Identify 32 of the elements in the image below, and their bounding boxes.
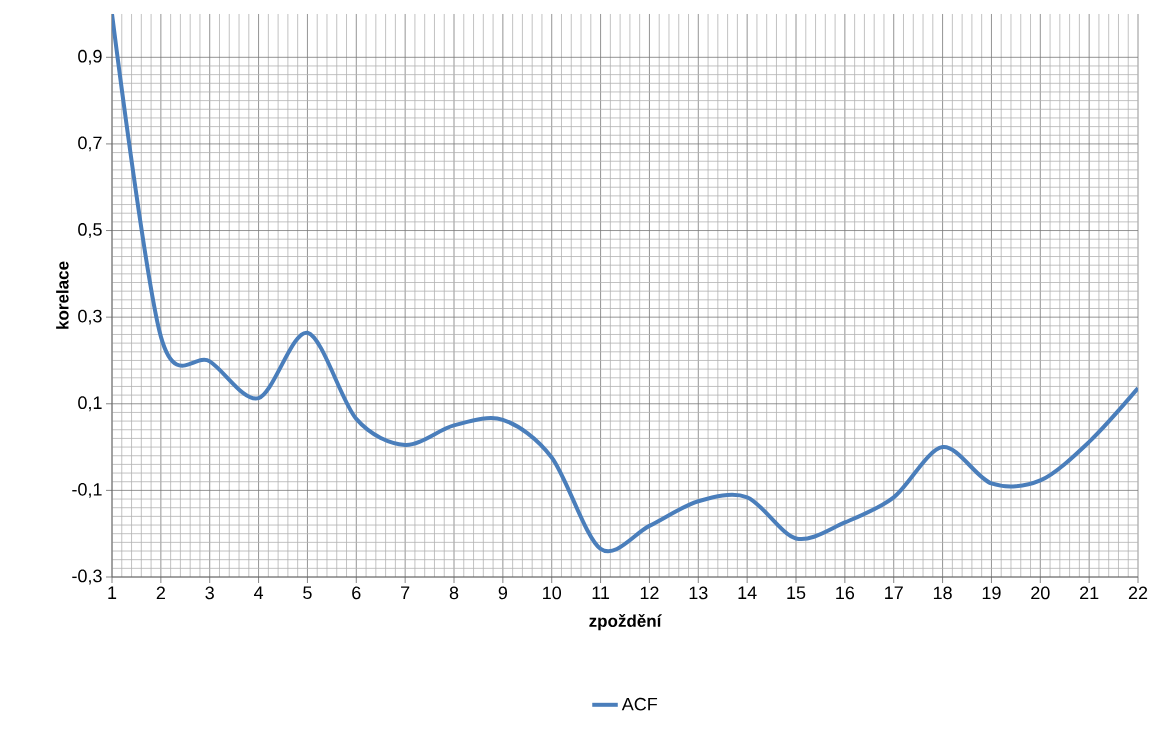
x-tick-label: 11: [592, 586, 610, 599]
x-tick-label: 1: [108, 586, 117, 599]
legend-label: ACF: [621, 697, 658, 711]
x-tick-label: 15: [787, 586, 806, 600]
y-axis-title: korelace: [56, 261, 69, 329]
x-tick-label: 21: [1080, 586, 1099, 600]
x-tick-label: 13: [689, 586, 708, 600]
x-tick-label: 12: [640, 586, 659, 600]
x-tick-label: 3: [205, 586, 214, 600]
x-axis-title: zpoždění: [589, 614, 662, 631]
y-tick-label: 0,3: [78, 309, 102, 325]
y-tick-label: -0,3: [72, 569, 102, 585]
x-tick-label: 5: [303, 586, 312, 600]
x-tick-label: 10: [543, 586, 562, 600]
x-tick-label: 19: [982, 586, 1001, 600]
x-tick-label: 22: [1128, 586, 1148, 600]
x-tick-label: 14: [738, 586, 757, 599]
x-tick-label: 17: [885, 586, 903, 599]
y-tick-label: 0,7: [78, 136, 102, 152]
y-tick-label: 0,5: [78, 223, 102, 238]
y-tick-label: 0,9: [78, 49, 102, 65]
x-tick-label: 4: [253, 586, 264, 599]
x-tick-label: 6: [352, 586, 361, 600]
x-tick-label: 8: [449, 586, 459, 600]
x-tick-label: 20: [1031, 586, 1050, 600]
x-tick-label: 9: [498, 586, 508, 600]
y-tick-label: -0,1: [72, 482, 102, 498]
x-tick-label: 7: [401, 586, 410, 599]
y-tick-label: 0,1: [78, 396, 102, 412]
x-tick-label: 18: [933, 586, 952, 600]
x-tick-label: 2: [156, 586, 165, 600]
x-tick-label: 16: [836, 586, 855, 600]
